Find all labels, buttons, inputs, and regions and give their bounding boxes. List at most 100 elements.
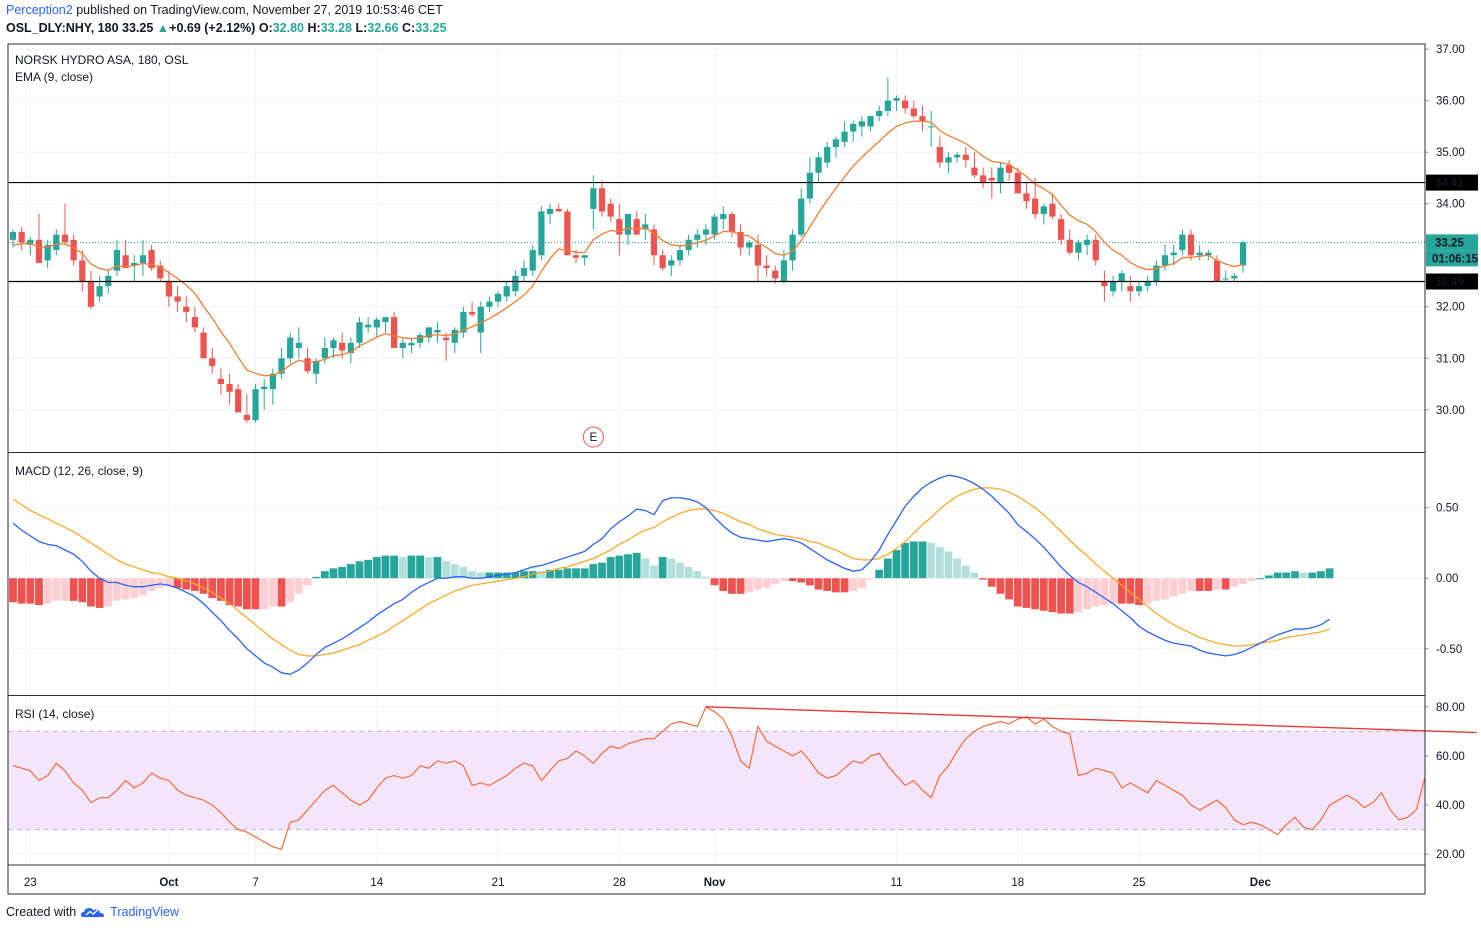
- candle-body[interactable]: [382, 317, 389, 323]
- candle-body[interactable]: [503, 286, 510, 297]
- candle-body[interactable]: [252, 389, 259, 421]
- candle-body[interactable]: [1075, 242, 1082, 253]
- candle-body[interactable]: [711, 216, 718, 235]
- candle-body[interactable]: [1092, 239, 1099, 261]
- candle-body[interactable]: [702, 229, 710, 235]
- candle-body[interactable]: [928, 126, 935, 128]
- candle-body[interactable]: [590, 188, 597, 209]
- price-pane[interactable]: 37.00 36.00 35.00 34.00 32.00 31.00 30.00 34.41…: [8, 44, 1479, 448]
- candle-body[interactable]: [806, 172, 814, 199]
- candle-body[interactable]: [217, 378, 225, 385]
- candle-body[interactable]: [676, 250, 684, 261]
- candle-body[interactable]: [954, 154, 961, 158]
- candle-body[interactable]: [633, 219, 640, 235]
- candle-body[interactable]: [538, 211, 545, 256]
- candle-body[interactable]: [295, 342, 302, 348]
- candle-body[interactable]: [278, 358, 285, 374]
- candle-body[interactable]: [209, 358, 216, 366]
- candle-body[interactable]: [1135, 286, 1143, 292]
- candle-body[interactable]: [165, 280, 173, 297]
- candle-body[interactable]: [902, 100, 909, 109]
- candle-body[interactable]: [44, 244, 51, 261]
- candle-body[interactable]: [1239, 242, 1247, 266]
- candle-body[interactable]: [321, 347, 328, 359]
- candle-body[interactable]: [347, 342, 354, 354]
- candle-body[interactable]: [763, 265, 770, 269]
- candle-body[interactable]: [1023, 193, 1030, 202]
- candle-body[interactable]: [529, 250, 536, 271]
- candle-body[interactable]: [815, 157, 822, 173]
- candle-body[interactable]: [988, 177, 995, 181]
- candle-body[interactable]: [1083, 239, 1091, 245]
- candle-body[interactable]: [235, 389, 242, 413]
- candle-body[interactable]: [408, 342, 415, 346]
- candle-body[interactable]: [269, 373, 276, 390]
- candle-body[interactable]: [1109, 280, 1117, 292]
- candle-body[interactable]: [789, 234, 796, 261]
- candle-body[interactable]: [87, 280, 95, 307]
- candle-body[interactable]: [122, 255, 129, 269]
- candle-body[interactable]: [425, 327, 432, 338]
- candle-body[interactable]: [694, 234, 701, 240]
- candle-body[interactable]: [1057, 219, 1065, 240]
- candle-body[interactable]: [659, 255, 666, 269]
- candle-body[interactable]: [1213, 260, 1221, 281]
- candle-body[interactable]: [624, 214, 632, 235]
- candle-body[interactable]: [96, 286, 103, 297]
- candle-body[interactable]: [1170, 252, 1177, 256]
- candle-body[interactable]: [174, 296, 181, 302]
- candle-body[interactable]: [287, 337, 294, 359]
- candle-body[interactable]: [772, 270, 779, 279]
- candle-body[interactable]: [477, 306, 484, 333]
- candle-body[interactable]: [720, 214, 727, 220]
- candle-body[interactable]: [564, 211, 571, 256]
- candle-body[interactable]: [330, 340, 337, 348]
- candle-body[interactable]: [1196, 252, 1203, 256]
- candle-body[interactable]: [824, 147, 831, 163]
- candle-body[interactable]: [962, 154, 969, 160]
- candle-body[interactable]: [642, 224, 649, 230]
- candle-body[interactable]: [1049, 203, 1056, 217]
- candle-body[interactable]: [980, 175, 987, 184]
- author-link[interactable]: Perception2: [6, 3, 73, 17]
- candle-body[interactable]: [1144, 280, 1151, 287]
- candle-body[interactable]: [1153, 265, 1160, 281]
- candle-body[interactable]: [910, 108, 917, 117]
- candle-body[interactable]: [598, 188, 606, 212]
- candle-body[interactable]: [243, 414, 250, 421]
- candle-body[interactable]: [607, 203, 614, 217]
- candle-body[interactable]: [183, 306, 190, 312]
- candle-body[interactable]: [1187, 234, 1195, 256]
- candle-body[interactable]: [832, 139, 840, 148]
- candle-body[interactable]: [893, 98, 900, 101]
- candle-body[interactable]: [668, 260, 675, 266]
- candle-body[interactable]: [139, 255, 147, 263]
- candle-body[interactable]: [1118, 273, 1125, 281]
- time-axis[interactable]: 23 Oct 7 14 21 28 Nov 11 18 25 Dec: [24, 877, 1272, 889]
- candle-body[interactable]: [9, 232, 17, 240]
- candle-body[interactable]: [486, 301, 493, 307]
- candle-body[interactable]: [391, 317, 398, 348]
- candle-body[interactable]: [945, 157, 952, 163]
- candle-body[interactable]: [572, 255, 580, 258]
- candle-body[interactable]: [728, 214, 736, 233]
- candle-body[interactable]: [555, 208, 562, 212]
- candle-body[interactable]: [1222, 278, 1229, 280]
- rsi-trendline[interactable]: [705, 706, 1477, 734]
- candle-body[interactable]: [1006, 165, 1013, 173]
- candle-body[interactable]: [850, 123, 857, 132]
- candle-body[interactable]: [35, 239, 43, 263]
- candle-body[interactable]: [157, 265, 164, 279]
- candle-body[interactable]: [399, 342, 406, 348]
- candle-body[interactable]: [416, 335, 424, 343]
- candle-body[interactable]: [919, 116, 926, 122]
- candle-body[interactable]: [79, 260, 86, 281]
- candle-body[interactable]: [460, 311, 467, 333]
- candle-body[interactable]: [356, 322, 363, 343]
- candle-body[interactable]: [200, 332, 207, 359]
- candle-body[interactable]: [754, 244, 762, 266]
- candle-body[interactable]: [867, 116, 874, 127]
- rsi-pane[interactable]: 80.00 60.00 40.00 20.00: [8, 702, 1477, 861]
- candle-body[interactable]: [451, 329, 458, 343]
